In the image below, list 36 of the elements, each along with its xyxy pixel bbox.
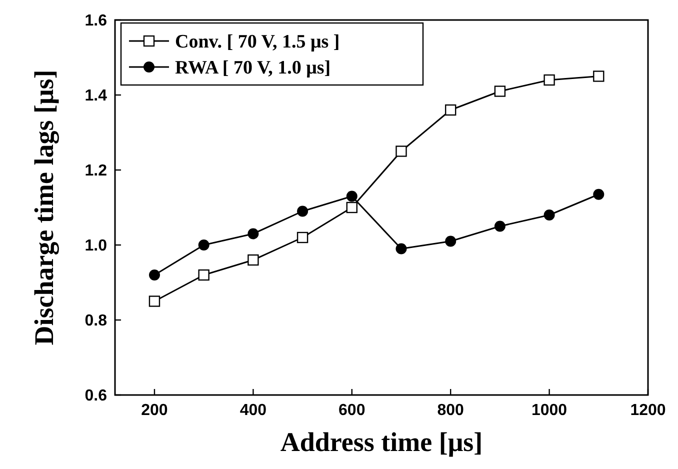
- legend-label: Conv. [ 70 V, 1.5 μs ]: [175, 32, 340, 53]
- x-tick-label: 200: [141, 402, 168, 419]
- y-axis-title: Discharge time lags [μs]: [29, 70, 59, 346]
- point: [396, 243, 407, 254]
- x-axis-title: Address time [μs]: [280, 427, 483, 457]
- point: [297, 206, 308, 217]
- point: [544, 210, 555, 220]
- legend-label: RWA [ 70 V, 1.0 μs]: [175, 58, 331, 79]
- y-tick-label: 0.6: [84, 388, 108, 405]
- x-tick-label: 800: [437, 402, 464, 419]
- point: [444, 104, 456, 116]
- point: [198, 240, 210, 250]
- point: [593, 70, 604, 82]
- point: [494, 86, 506, 97]
- point: [346, 202, 358, 214]
- point: [396, 146, 407, 157]
- point: [445, 236, 456, 247]
- y-tick-label: 1.2: [84, 162, 108, 180]
- point: [346, 190, 358, 202]
- point: [248, 228, 259, 240]
- point: [593, 188, 604, 200]
- y-tick-label: 1.4: [84, 88, 108, 105]
- x-tick-label: 400: [240, 402, 267, 419]
- x-tick-label: 1200: [630, 402, 666, 419]
- point: [248, 254, 259, 266]
- point: [296, 232, 308, 244]
- point: [494, 220, 506, 232]
- point: [148, 270, 160, 280]
- point: [198, 269, 210, 281]
- y-tick-label: 1.6: [84, 12, 108, 30]
- x-tick-label: 600: [338, 402, 366, 419]
- x-tick-label: 1000: [532, 402, 568, 419]
- point: [148, 296, 160, 307]
- y-tick-label: 0.8: [84, 312, 108, 330]
- point: [544, 74, 555, 86]
- y-tick-label: 1.0: [84, 238, 108, 255]
